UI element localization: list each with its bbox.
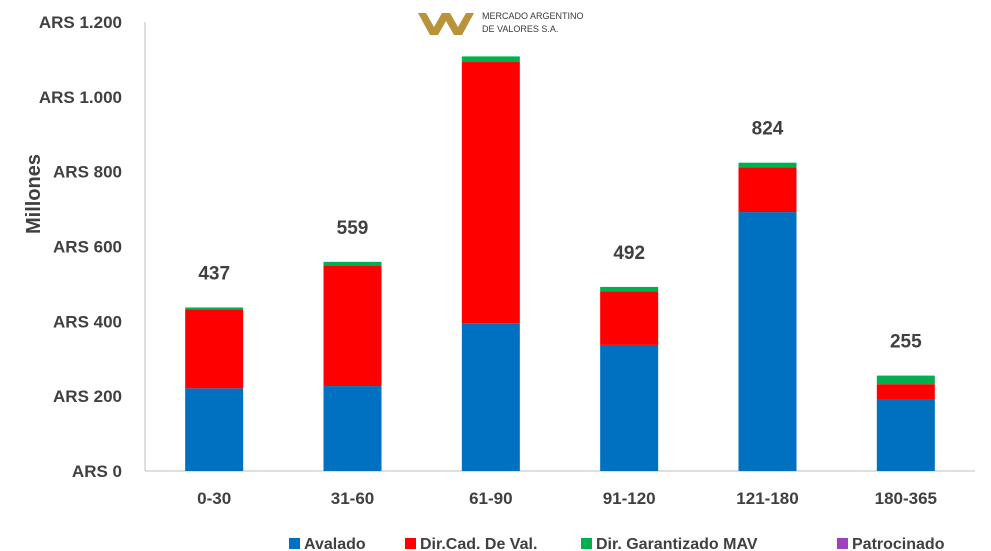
bar-segment xyxy=(738,167,797,213)
bar-segment xyxy=(600,286,659,292)
bar-segment xyxy=(738,212,797,471)
bar-segment xyxy=(461,62,520,324)
total-labels: 437 559 492 824 255 xyxy=(198,119,922,353)
x-tick-label: 0-30 xyxy=(197,489,231,508)
x-tick-label: 31-60 xyxy=(331,489,374,508)
logo-line-2: DE VALORES S.A. xyxy=(482,24,558,34)
bar-segment xyxy=(876,375,935,385)
legend-label: Dir.Cad. De Val. xyxy=(420,536,537,551)
bar-segment xyxy=(600,344,659,471)
x-tick-label: 121-180 xyxy=(736,489,798,508)
bar-segment xyxy=(185,388,244,471)
y-tick-label: ARS 600 xyxy=(53,238,122,257)
bar-segment xyxy=(185,309,244,389)
total-label: 255 xyxy=(890,332,922,353)
legend-swatch xyxy=(289,538,300,549)
x-tick-labels: 0-30 31-60 61-90 91-120 121-180 180-365 xyxy=(197,489,937,508)
y-tick-label: ARS 1.000 xyxy=(39,88,122,107)
x-tick-label: 91-120 xyxy=(603,489,656,508)
total-label: 437 xyxy=(198,263,230,284)
y-tick-labels: ARS 0 ARS 200 ARS 400 ARS 600 ARS 800 ARS 1.0… xyxy=(39,13,122,481)
logo-line-1: MERCADO ARGENTINO xyxy=(482,11,584,21)
legend-swatch xyxy=(581,538,592,549)
mav-logo: MERCADO ARGENTINO DE VALORES S.A. xyxy=(418,11,584,35)
x-tick-label: 61-90 xyxy=(469,489,512,508)
legend-label: Dir. Garantizado MAV xyxy=(596,536,758,551)
y-tick-label: ARS 200 xyxy=(53,387,122,406)
y-tick-label: ARS 1.200 xyxy=(39,13,122,32)
bar-segment xyxy=(600,291,659,345)
bar-segment xyxy=(738,162,797,168)
total-label: 824 xyxy=(752,119,784,140)
bar-segment xyxy=(323,261,382,266)
y-axis-label: Millones xyxy=(23,154,45,234)
legend-label: Avalado xyxy=(304,536,366,551)
bar-segment xyxy=(461,323,520,471)
legend: Avalado Dir.Cad. De Val. Dir. Garantizado … xyxy=(289,536,945,551)
legend-label: Patrocinado xyxy=(852,536,945,551)
logo-mark-icon xyxy=(418,13,474,35)
total-label: 492 xyxy=(613,243,645,264)
x-tick-label: 180-365 xyxy=(875,489,937,508)
bars xyxy=(185,56,935,471)
bar-segment xyxy=(876,399,935,471)
bar-segment xyxy=(461,56,520,63)
total-label: 559 xyxy=(337,218,369,239)
y-tick-label: ARS 400 xyxy=(53,312,122,331)
y-tick-label: ARS 800 xyxy=(53,163,122,182)
y-tick-label: ARS 0 xyxy=(72,462,122,481)
bar-segment xyxy=(323,265,382,387)
bar-segment xyxy=(323,386,382,471)
bar-segment xyxy=(876,384,935,400)
legend-swatch xyxy=(837,538,848,549)
legend-swatch xyxy=(405,538,416,549)
bar-segment xyxy=(185,307,244,310)
